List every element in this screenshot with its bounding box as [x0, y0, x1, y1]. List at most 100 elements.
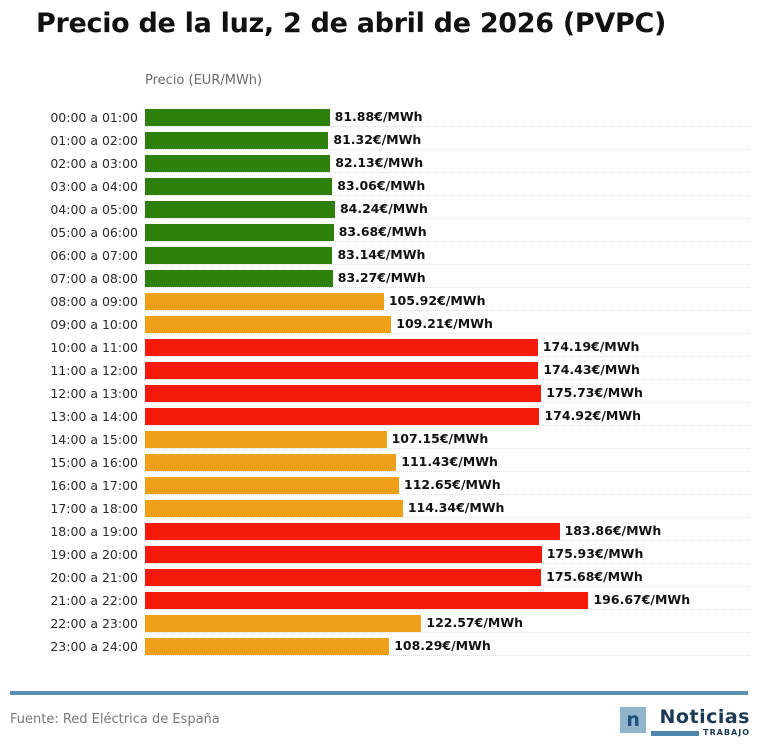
gridline: [145, 447, 750, 449]
bar-category-label: 18:00 a 19:00: [50, 524, 138, 539]
bar-value-label: 112.65€/MWh: [404, 477, 501, 492]
bar-red: [145, 523, 560, 540]
bar-value-label: 174.92€/MWh: [544, 408, 642, 423]
gridline: [145, 309, 750, 311]
bar-value-label: 175.68€/MWh: [546, 569, 643, 584]
bar-green: [145, 178, 333, 195]
logo-underline-bar: [651, 730, 700, 736]
logo-brand-name: Noticias: [659, 706, 750, 728]
bar-category-label: 19:00 a 20:00: [50, 547, 138, 562]
bar-orange: [145, 454, 397, 471]
bar-category-label: 17:00 a 18:00: [50, 501, 138, 516]
gridline: [145, 355, 750, 357]
bar-value-label: 83.27€/MWh: [337, 270, 426, 285]
bar-value-label: 109.21€/MWh: [396, 316, 493, 331]
bar-row: 22:00 a 23:00 122.57€/MWh: [0, 612, 758, 635]
bar-row: 06:00 a 07:00 83.14€/MWh: [0, 244, 758, 267]
bar-green: [145, 155, 331, 172]
bar-category-label: 07:00 a 08:00: [50, 271, 138, 286]
bar-row: 14:00 a 15:00 107.15€/MWh: [0, 428, 758, 451]
bar-red: [145, 362, 539, 379]
bar-category-label: 23:00 a 24:00: [50, 639, 138, 654]
bar-category-label: 08:00 a 09:00: [50, 294, 138, 309]
bar-value-label: 83.68€/MWh: [338, 224, 427, 239]
bar-value-label: 174.43€/MWh: [543, 362, 640, 377]
bar-value-label: 174.19€/MWh: [542, 339, 640, 354]
gridline: [145, 125, 750, 127]
bar-red: [145, 385, 542, 402]
bar-value-label: 175.73€/MWh: [546, 385, 643, 400]
bar-category-label: 22:00 a 23:00: [50, 616, 138, 631]
bar-orange: [145, 615, 422, 632]
logo-subtitle: TRABAJO: [703, 728, 750, 737]
bar-orange: [145, 638, 390, 655]
bar-category-label: 06:00 a 07:00: [50, 248, 138, 263]
bar-category-label: 04:00 a 05:00: [50, 202, 138, 217]
bar-green: [145, 270, 333, 287]
logo-mark-icon: n: [620, 707, 647, 733]
bar-row: 08:00 a 09:00 105.92€/MWh: [0, 290, 758, 313]
bar-green: [145, 224, 334, 241]
logo-subtitle-row: TRABAJO: [651, 729, 750, 737]
bar-row: 00:00 a 01:00 81.88€/MWh: [0, 106, 758, 129]
bar-row: 11:00 a 12:00 174.43€/MWh: [0, 359, 758, 382]
bar-category-label: 09:00 a 10:00: [50, 317, 138, 332]
bar-category-label: 16:00 a 17:00: [50, 478, 138, 493]
gridline: [145, 263, 750, 265]
bar-orange: [145, 477, 400, 494]
bar-orange: [145, 293, 384, 310]
gridline: [145, 401, 750, 403]
bar-row: 20:00 a 21:00 175.68€/MWh: [0, 566, 758, 589]
bar-row: 16:00 a 17:00 112.65€/MWh: [0, 474, 758, 497]
bar-value-label: 105.92€/MWh: [388, 293, 486, 308]
bar-category-label: 01:00 a 02:00: [50, 133, 138, 148]
bar-category-label: 21:00 a 22:00: [50, 593, 138, 608]
bar-category-label: 00:00 a 01:00: [50, 110, 138, 125]
bar-category-label: 15:00 a 16:00: [50, 455, 138, 470]
bar-red: [145, 546, 542, 563]
bar-value-label: 183.86€/MWh: [564, 523, 662, 538]
bar-orange: [145, 431, 387, 448]
gridline: [145, 217, 750, 219]
bar-category-label: 20:00 a 21:00: [50, 570, 138, 585]
source-caption: Fuente: Red Eléctrica de España: [10, 712, 220, 727]
bar-orange: [145, 316, 392, 333]
bar-category-label: 05:00 a 06:00: [50, 225, 138, 240]
bar-row: 02:00 a 03:00 82.13€/MWh: [0, 152, 758, 175]
logo-mark-letter: n: [626, 708, 640, 731]
bar-value-label: 108.29€/MWh: [394, 638, 491, 653]
bar-category-label: 10:00 a 11:00: [50, 340, 138, 355]
bar-chart-plot-area: 00:00 a 01:00 81.88€/MWh 01:00 a 02:00 81.3…: [0, 106, 758, 666]
bar-row: 23:00 a 24:00 108.29€/MWh: [0, 635, 758, 658]
gridline: [145, 194, 750, 196]
gridline: [145, 332, 750, 334]
gridline: [145, 470, 750, 472]
bar-red: [145, 339, 538, 356]
gridline: [145, 608, 750, 610]
gridline: [145, 654, 750, 656]
bar-green: [145, 109, 330, 126]
bar-row: 09:00 a 10:00 109.21€/MWh: [0, 313, 758, 336]
bar-row: 17:00 a 18:00 114.34€/MWh: [0, 497, 758, 520]
bar-value-label: 107.15€/MWh: [391, 431, 489, 446]
bar-value-label: 122.57€/MWh: [426, 615, 524, 630]
gridline: [145, 585, 750, 587]
bar-red: [145, 569, 542, 586]
logo-text-group: Noticias TRABAJO: [651, 707, 750, 737]
bar-row: 15:00 a 16:00 111.43€/MWh: [0, 451, 758, 474]
bar-value-label: 196.67€/MWh: [593, 592, 691, 607]
bar-value-label: 83.14€/MWh: [337, 247, 426, 262]
bar-value-label: 81.88€/MWh: [334, 109, 423, 124]
bar-category-label: 11:00 a 12:00: [50, 363, 138, 378]
bar-row: 04:00 a 05:00 84.24€/MWh: [0, 198, 758, 221]
bar-value-label: 111.43€/MWh: [401, 454, 498, 469]
bar-row: 05:00 a 06:00 83.68€/MWh: [0, 221, 758, 244]
bar-row: 12:00 a 13:00 175.73€/MWh: [0, 382, 758, 405]
bar-row: 03:00 a 04:00 83.06€/MWh: [0, 175, 758, 198]
bar-value-label: 84.24€/MWh: [339, 201, 428, 216]
bar-category-label: 12:00 a 13:00: [50, 386, 138, 401]
gridline: [145, 539, 750, 541]
bar-value-label: 114.34€/MWh: [407, 500, 505, 515]
bar-green: [145, 132, 329, 149]
bar-value-label: 175.93€/MWh: [546, 546, 644, 561]
